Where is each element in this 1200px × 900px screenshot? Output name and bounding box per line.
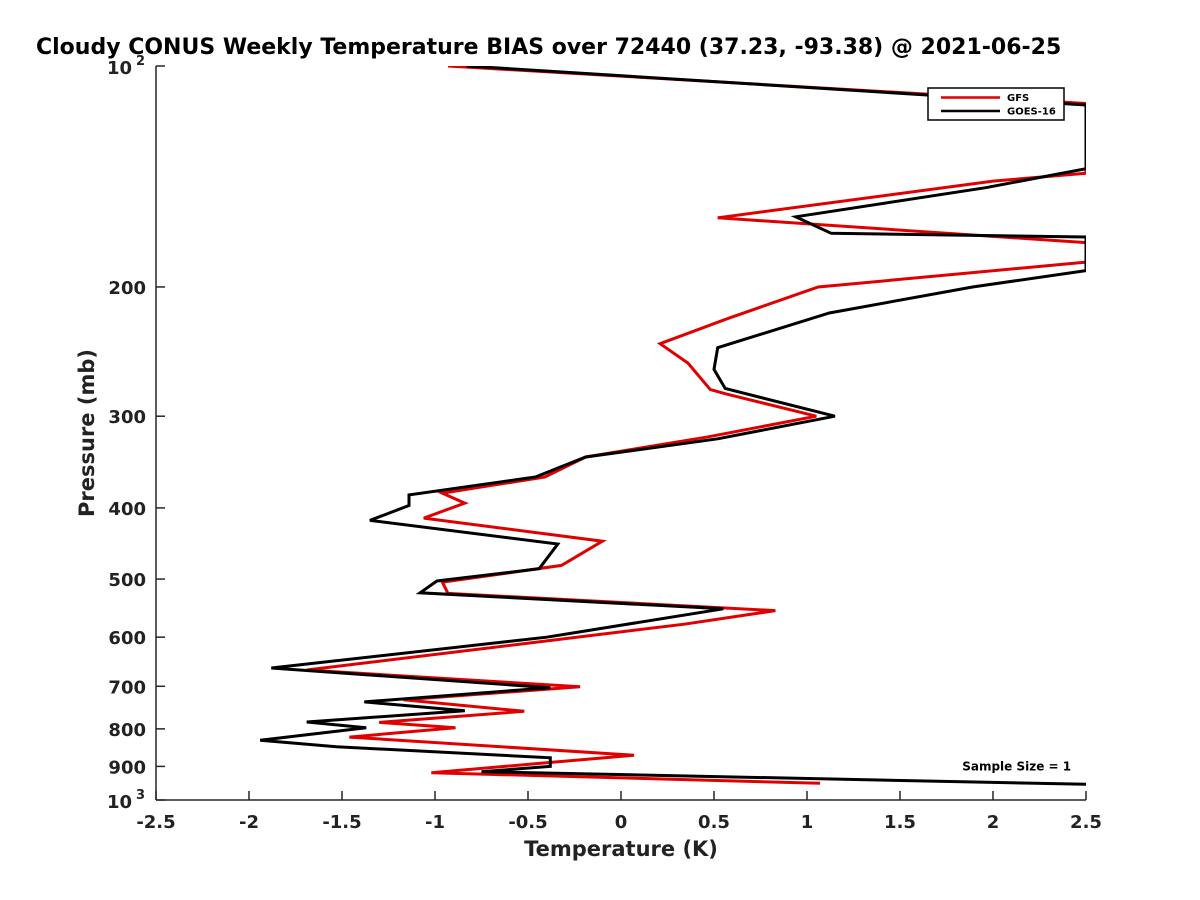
series-layer: [260, 66, 1086, 786]
chart-title: Cloudy CONUS Weekly Temperature BIAS ove…: [36, 35, 1061, 60]
y-tick-label: 10: [107, 58, 132, 79]
x-tick-label: -1.5: [322, 812, 361, 833]
x-ticks: -2.5 -2 -1.5 -1 -0.5 0 0.5 1 1.5 2 2.5: [136, 791, 1102, 833]
y-ticks: 10 2 200 300 400 500 600 700 800 900 10 3: [107, 54, 165, 813]
legend: GFS GOES-16: [927, 87, 1065, 121]
x-tick-label: 2: [987, 812, 1000, 833]
y-tick-label: 200: [108, 278, 146, 299]
x-tick-label: -0.5: [508, 812, 547, 833]
x-tick-label: 2.5: [1070, 812, 1102, 833]
legend-label-gfs: GFS: [1007, 93, 1029, 104]
y-tick-label: 600: [108, 628, 146, 649]
y-tick-label: 800: [108, 720, 146, 741]
y-tick-label: 900: [108, 757, 146, 778]
legend-label-goes16: GOES-16: [1007, 107, 1056, 118]
x-tick-label: 0: [615, 812, 628, 833]
y-tick-label: 10: [107, 792, 132, 813]
plot-area: -2.5 -2 -1.5 -1 -0.5 0 0.5 1 1.5 2 2.5 10 2 200 300 40…: [107, 54, 1102, 833]
y-tick-label: 300: [108, 407, 146, 428]
y-axis-label: Pressure (mb): [75, 349, 99, 517]
y-tick-exponent: 2: [136, 54, 145, 69]
x-tick-label: -1: [425, 812, 445, 833]
y-tick-label: 400: [108, 499, 146, 520]
y-tick-label: 700: [108, 677, 146, 698]
x-tick-label: -2.5: [136, 812, 175, 833]
y-tick-label: 500: [108, 570, 146, 591]
x-tick-label: 1: [801, 812, 814, 833]
x-tick-label: -2: [239, 812, 259, 833]
y-tick-exponent: 3: [136, 788, 145, 803]
series-line-goes16: [260, 66, 1086, 786]
x-tick-label: 1.5: [884, 812, 916, 833]
legend-box: [927, 87, 1065, 121]
x-axis-label: Temperature (K): [524, 837, 718, 861]
series-line-gfs: [306, 66, 1086, 785]
x-tick-label: 0.5: [698, 812, 730, 833]
sample-size-annotation: Sample Size = 1: [962, 759, 1071, 773]
